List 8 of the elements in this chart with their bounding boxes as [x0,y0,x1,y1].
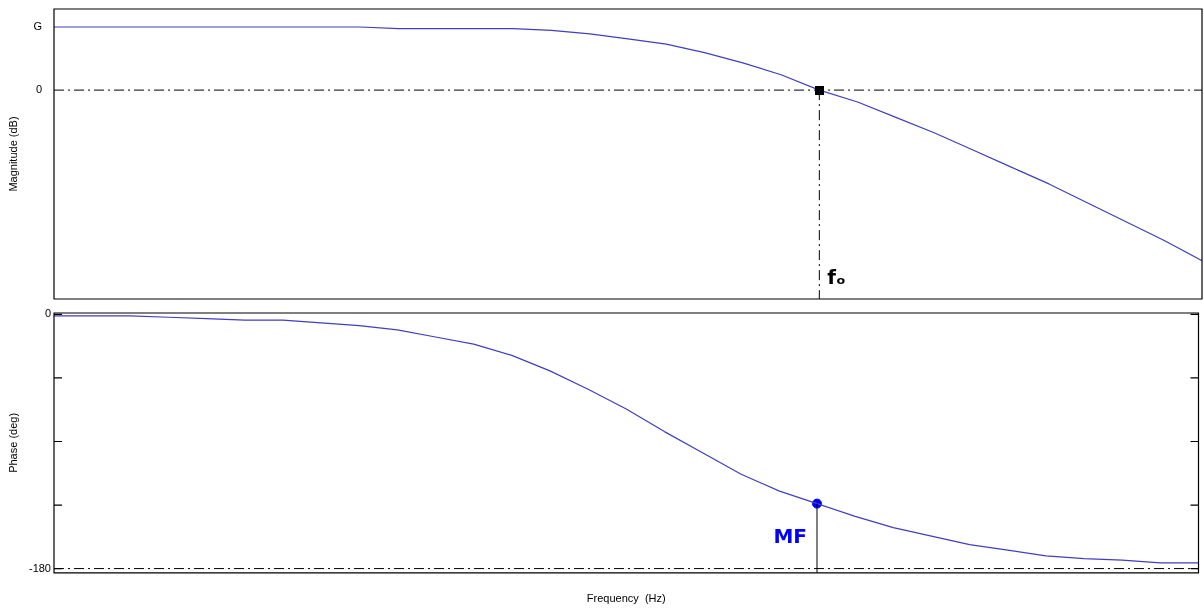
text: fₒ [827,265,846,290]
x-axis-title: Frequency (Hz) [586,592,666,605]
annotation: MF [773,523,807,548]
text: G [33,20,42,33]
y-tick-label: -180 [28,561,51,574]
ref-line-label: 0 [35,83,42,96]
y-axis-title: Phase (deg) [7,412,20,473]
y-axis-title: Magnitude (dB) [7,116,20,192]
